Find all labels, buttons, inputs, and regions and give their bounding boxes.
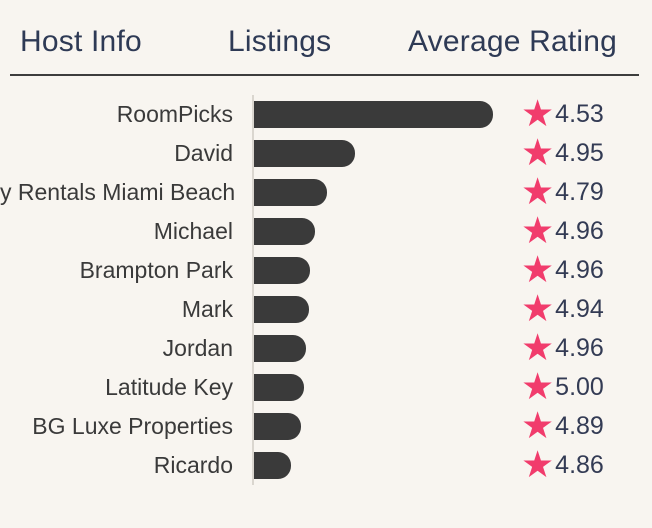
host-label: Brampton Park [79, 257, 233, 283]
star-icon: ★ [521, 366, 555, 407]
host-row: Michael ★ 4.96 [0, 212, 652, 251]
host-label: BG Luxe Properties [32, 413, 233, 439]
rating: ★ 4.95 [521, 134, 604, 173]
rating: ★ 4.79 [521, 173, 604, 212]
rating: ★ 4.96 [521, 212, 604, 251]
star-icon: ★ [521, 171, 555, 212]
host-row: Jordan ★ 4.96 [0, 329, 652, 368]
star-icon: ★ [521, 210, 555, 251]
star-icon: ★ [521, 132, 555, 173]
listings-bar [254, 179, 327, 206]
rating-value: 4.96 [555, 334, 604, 362]
listings-bar [254, 257, 310, 284]
listings-bar [254, 374, 304, 401]
listings-bar [254, 101, 493, 128]
column-header-listings: Listings [228, 25, 332, 58]
listings-bar [254, 140, 355, 167]
rating-value: 4.96 [555, 256, 604, 284]
rating-value: 4.96 [555, 217, 604, 245]
host-label: RoomPicks [116, 101, 233, 127]
rating: ★ 4.89 [521, 407, 604, 446]
rating-value: 4.86 [555, 451, 604, 479]
star-icon: ★ [521, 327, 555, 368]
rating-value: 4.95 [555, 139, 604, 167]
host-label: Jordan [162, 335, 233, 361]
header-divider [10, 74, 639, 76]
rating: ★ 5.00 [521, 368, 604, 407]
host-label: Mark [181, 296, 233, 322]
host-row: Ricardo ★ 4.86 [0, 446, 652, 485]
listings-bar [254, 296, 309, 323]
host-label: y Rentals Miami Beach [0, 179, 236, 205]
host-row: Mark ★ 4.94 [0, 290, 652, 329]
rating: ★ 4.96 [521, 329, 604, 368]
host-label: Michael [153, 218, 233, 244]
star-icon: ★ [521, 444, 555, 485]
rating-value: 4.79 [555, 178, 604, 206]
host-row: Latitude Key ★ 5.00 [0, 368, 652, 407]
host-label: David [174, 140, 233, 166]
rating-value: 4.53 [555, 100, 604, 128]
host-label: Ricardo [153, 452, 233, 478]
host-row: y Rentals Miami Beach ★ 4.79 [0, 173, 652, 212]
host-row: RoomPicks ★ 4.53 [0, 95, 652, 134]
star-icon: ★ [521, 288, 555, 329]
listings-bar [254, 335, 306, 362]
rating-value: 5.00 [555, 373, 604, 401]
chart-rows: RoomPicks ★ 4.53 David ★ 4.95 y Rentals Miami … [0, 95, 652, 485]
host-row: BG Luxe Properties ★ 4.89 [0, 407, 652, 446]
rating: ★ 4.96 [521, 251, 604, 290]
listings-bar [254, 452, 291, 479]
star-icon: ★ [521, 93, 555, 134]
listings-bar [254, 218, 315, 245]
listings-bar [254, 413, 301, 440]
rating: ★ 4.94 [521, 290, 604, 329]
star-icon: ★ [521, 249, 555, 290]
column-header-average-rating: Average Rating [408, 25, 618, 58]
rating-value: 4.94 [555, 295, 604, 323]
rating: ★ 4.53 [521, 95, 604, 134]
host-row: David ★ 4.95 [0, 134, 652, 173]
rating-value: 4.89 [555, 412, 604, 440]
host-row: Brampton Park ★ 4.96 [0, 251, 652, 290]
rating: ★ 4.86 [521, 446, 604, 485]
column-header-host-info: Host Info [20, 25, 142, 58]
star-icon: ★ [521, 405, 555, 446]
bar-baseline-axis [252, 95, 254, 485]
host-label: Latitude Key [105, 374, 233, 400]
